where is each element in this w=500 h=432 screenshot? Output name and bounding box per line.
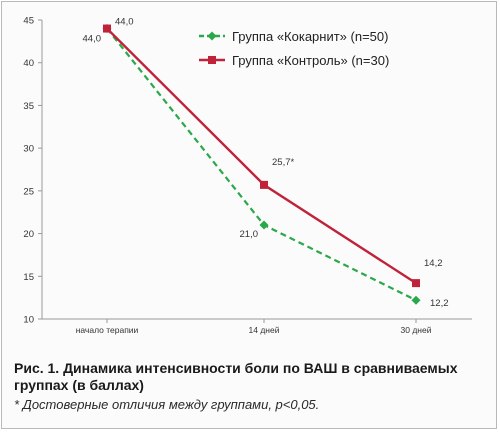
y-tick-label: 30 [23, 144, 34, 155]
data-label: 21,0 [240, 229, 259, 240]
y-tick-label: 25 [23, 186, 34, 197]
y-tick-label: 35 [23, 101, 34, 112]
data-point-square [103, 24, 111, 33]
y-tick-label: 40 [23, 58, 34, 69]
y-tick-label: 45 [23, 16, 34, 27]
data-label: 44,0 [115, 17, 134, 28]
x-tick-label: начало терапии [76, 325, 139, 335]
legend-label: Группа «Кокарнит» (n=50) [232, 29, 388, 44]
series-line-0 [106, 27, 417, 302]
line-chart: 10 15 20 25 30 35 40 45 начало терапии 14 дней 30 … [23, 16, 472, 335]
data-label: 25,7* [272, 157, 294, 168]
y-tick-label: 15 [23, 272, 34, 283]
x-tick-label: 14 дней [249, 325, 280, 335]
caption-title: Рис. 1. Динамика интенсивности боли по В… [14, 360, 458, 393]
legend-label: Группа «Контроль» (n=30) [232, 53, 389, 68]
legend-marker-diamond [207, 31, 217, 41]
caption-note: * Достоверные отличия между группами, p<… [14, 397, 320, 412]
data-point-diamond [411, 295, 421, 305]
data-label: 14,2 [424, 258, 443, 269]
chart-area: 10 15 20 25 30 35 40 45 начало терапии 14 дней 30 … [2, 2, 498, 352]
data-label: 12,2 [430, 298, 449, 309]
figure-caption: Рис. 1. Динамика интенсивности боли по В… [14, 360, 484, 413]
y-tick-label: 10 [23, 315, 34, 326]
y-tick-label: 20 [23, 229, 34, 240]
data-point-square [412, 279, 420, 288]
x-tick-label: 30 дней [401, 325, 432, 335]
data-point-square [260, 180, 268, 189]
data-point-diamond [259, 220, 269, 230]
data-label: 44,0 [83, 34, 102, 45]
legend-marker-square [208, 56, 216, 64]
